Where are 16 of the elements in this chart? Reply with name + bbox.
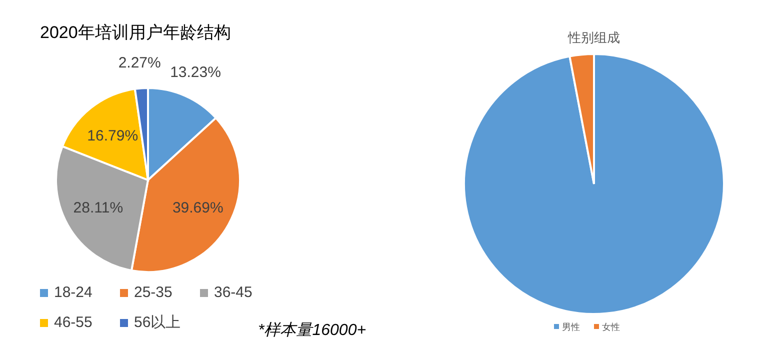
legend-label: 46-55	[54, 314, 92, 331]
legend-label: 女性	[602, 322, 620, 332]
pie-slice	[463, 53, 725, 315]
data-label: 16.79%	[87, 127, 138, 144]
text: *样本量16000+	[258, 321, 366, 339]
data-label: 39.69%	[172, 200, 224, 217]
legend-label: 25-35	[134, 284, 172, 301]
legend-label: 56以上	[134, 314, 181, 331]
data-label: 28.11%	[73, 200, 124, 217]
chart-title: 2020年培训用户年龄结构	[40, 23, 231, 42]
data-label: 2.27%	[118, 54, 161, 72]
legend-label: 男性	[562, 322, 580, 332]
data-label: 13.23%	[170, 64, 221, 82]
legend-label: 36-45	[214, 284, 252, 301]
legend-label: 18-24	[54, 284, 92, 301]
chart-title: 性别组成	[567, 30, 620, 45]
